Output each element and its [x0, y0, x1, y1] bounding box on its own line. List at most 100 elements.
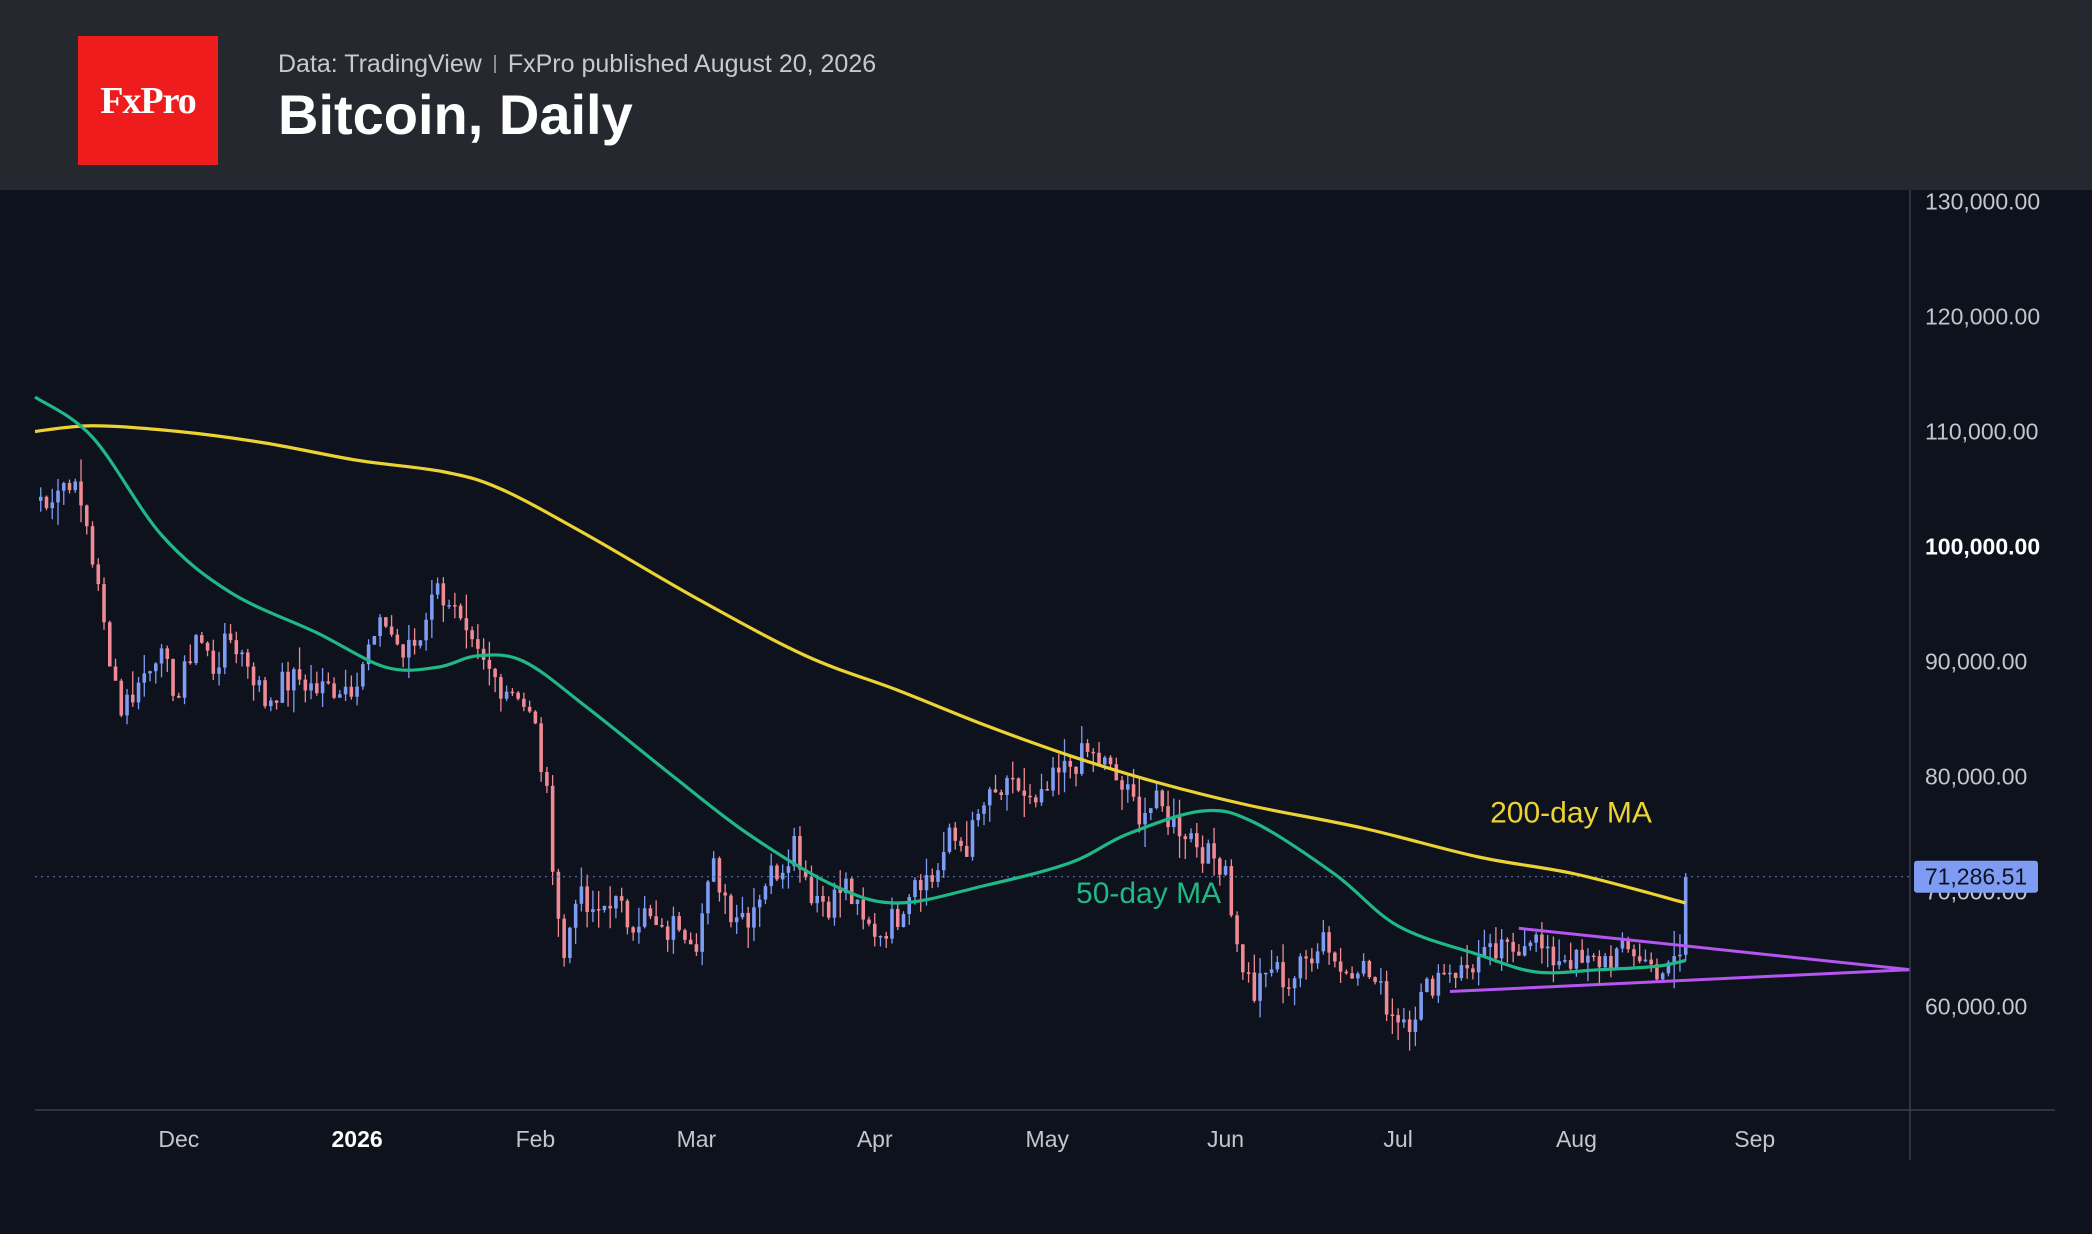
candle — [619, 887, 624, 913]
candle — [1586, 948, 1590, 982]
candle — [61, 481, 66, 505]
candle — [1632, 944, 1636, 967]
candle-body — [61, 483, 66, 491]
candle-body — [1056, 767, 1061, 773]
candle-body — [257, 680, 262, 686]
candle-body — [1218, 858, 1222, 875]
candle-body — [130, 694, 135, 703]
candle — [1039, 773, 1044, 806]
candle-body — [1637, 956, 1642, 962]
candle-body — [769, 865, 773, 887]
candle-body — [499, 677, 503, 699]
candle-body — [223, 633, 227, 668]
candle-body — [1131, 784, 1136, 797]
candle — [1384, 970, 1389, 1022]
y-tick-label: 80,000.00 — [1925, 764, 2027, 790]
candle — [1505, 937, 1510, 963]
candle — [729, 893, 733, 928]
candle-body — [1413, 1019, 1418, 1032]
candle-body — [1315, 951, 1320, 964]
candle — [119, 678, 124, 718]
candle-body — [205, 642, 210, 651]
candle — [320, 667, 325, 707]
candle-body — [1448, 972, 1452, 975]
candle — [711, 851, 716, 883]
candle — [1051, 757, 1055, 797]
candle — [1304, 950, 1308, 980]
candle-body — [269, 700, 273, 707]
candle — [50, 488, 55, 520]
candle — [1344, 969, 1349, 975]
candle — [1183, 833, 1188, 859]
candle-body — [763, 886, 768, 900]
candle-body — [1361, 960, 1366, 974]
candle-body — [1678, 954, 1682, 957]
candle-body — [1367, 960, 1372, 978]
candle-body — [1528, 942, 1533, 947]
candle — [200, 631, 204, 644]
candle-body — [855, 899, 860, 905]
candle — [1442, 963, 1446, 976]
candle-body — [1338, 961, 1343, 972]
candle — [240, 649, 244, 667]
candle — [596, 890, 601, 928]
candle-body — [596, 909, 601, 911]
candle-body — [1494, 943, 1498, 959]
candle-body — [792, 836, 796, 867]
candle-body — [683, 930, 687, 940]
candle — [982, 801, 986, 826]
candle — [1678, 934, 1682, 972]
candle-body — [1200, 847, 1205, 864]
candle-body — [165, 648, 170, 659]
candle — [211, 639, 216, 680]
candle-body — [982, 805, 986, 814]
candle-body — [292, 669, 296, 691]
candle — [470, 626, 474, 648]
candle — [798, 826, 802, 883]
candle — [355, 672, 359, 706]
candle — [1637, 943, 1642, 964]
candle — [941, 831, 946, 878]
candle-body — [614, 896, 618, 909]
candle — [1154, 781, 1159, 810]
candle — [884, 931, 889, 948]
candle-body — [539, 723, 543, 772]
candle-body — [159, 648, 164, 664]
candle-body — [355, 686, 359, 697]
candle-body — [734, 917, 739, 923]
candle — [493, 667, 497, 693]
candle-body — [1626, 939, 1630, 950]
candle — [1045, 781, 1050, 791]
candle — [1448, 964, 1452, 983]
candle-body — [378, 617, 382, 637]
candle — [1269, 950, 1274, 977]
candle-body — [1402, 1019, 1406, 1023]
candle — [309, 664, 313, 700]
candle — [113, 658, 118, 681]
candle — [476, 624, 480, 660]
candle-body — [1045, 789, 1050, 791]
candle-body — [867, 919, 871, 924]
candle — [102, 577, 106, 630]
candle-body — [1632, 949, 1636, 957]
candle-body — [1103, 757, 1107, 765]
candle — [648, 904, 653, 920]
candle-body — [1143, 812, 1147, 825]
candle — [1649, 952, 1653, 973]
candle-body — [1453, 972, 1458, 979]
candle-body — [706, 881, 710, 914]
candle — [1413, 1006, 1418, 1047]
candle — [510, 688, 515, 697]
candle-body — [1574, 949, 1579, 969]
candle — [38, 487, 43, 512]
candle-body — [1396, 1015, 1400, 1023]
candle — [292, 667, 296, 713]
candle — [608, 886, 612, 929]
candle-body — [1563, 960, 1567, 962]
candle-body — [631, 927, 635, 933]
candle-body — [872, 923, 877, 937]
candle — [257, 676, 262, 693]
candle — [1292, 975, 1297, 1006]
candle — [435, 577, 440, 600]
candle-body — [1252, 972, 1257, 1001]
